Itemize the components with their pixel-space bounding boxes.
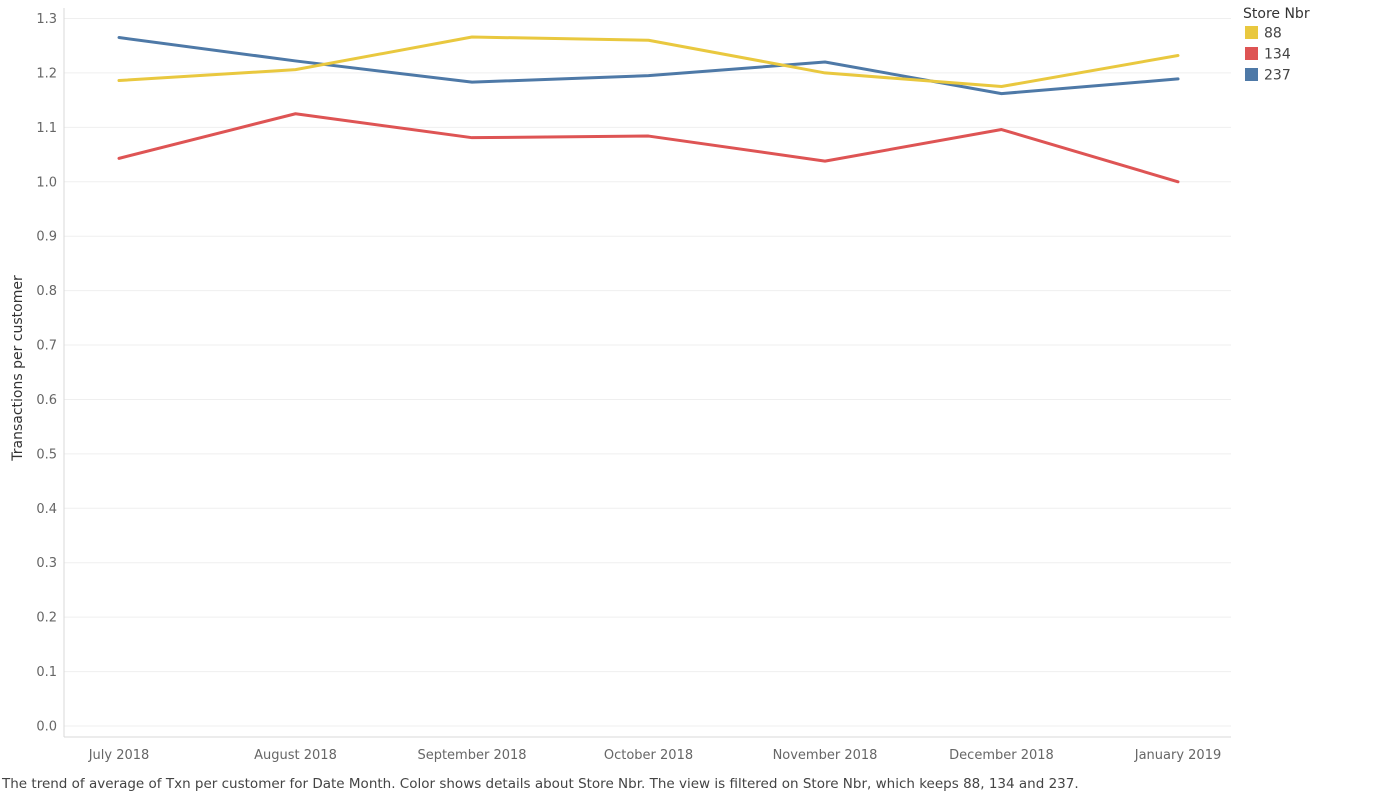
x-tick-label: October 2018 xyxy=(604,748,693,763)
legend-swatch-88 xyxy=(1245,26,1258,39)
legend-label-237: 237 xyxy=(1264,68,1291,84)
legend-title: Store Nbr xyxy=(1243,6,1310,22)
x-tick-label: July 2018 xyxy=(88,748,150,763)
chart-caption: The trend of average of Txn per customer… xyxy=(2,776,1079,792)
series-line-134 xyxy=(117,112,1180,184)
x-tick-label: November 2018 xyxy=(773,748,878,763)
gridlines xyxy=(64,18,1231,727)
y-axis-ticks: 0.0 0.1 0.2 0.3 0.4 0.5 0.6 0.7 0.8 0.9 1.0 1.1 1.2 1… xyxy=(36,12,57,735)
y-tick-label: 0.0 xyxy=(36,720,57,735)
legend-swatch-134 xyxy=(1245,47,1258,60)
y-tick-label: 0.4 xyxy=(36,502,57,517)
axes xyxy=(63,8,1231,738)
x-tick-label: August 2018 xyxy=(254,748,337,763)
y-tick-label: 0.5 xyxy=(36,447,57,462)
x-tick-label: December 2018 xyxy=(949,748,1054,763)
x-tick-label: September 2018 xyxy=(417,748,526,763)
y-axis-title: Transactions per customer xyxy=(10,275,26,462)
series-line-88 xyxy=(117,35,1180,89)
y-tick-label: 1.0 xyxy=(36,175,57,190)
legend-label-88: 88 xyxy=(1264,26,1282,42)
series-line-237 xyxy=(117,36,1180,96)
y-tick-label: 0.7 xyxy=(36,339,57,354)
y-tick-label: 0.3 xyxy=(36,556,57,571)
y-tick-label: 0.8 xyxy=(36,284,57,299)
y-tick-label: 0.6 xyxy=(36,393,57,408)
y-tick-label: 0.9 xyxy=(36,230,57,245)
y-tick-label: 0.1 xyxy=(36,665,57,680)
legend-swatch-237 xyxy=(1245,68,1258,81)
y-tick-label: 0.2 xyxy=(36,611,57,626)
y-tick-label: 1.3 xyxy=(36,12,57,27)
legend-label-134: 134 xyxy=(1264,47,1291,63)
x-axis-ticks: July 2018 August 2018 September 2018 Octobe… xyxy=(88,748,1222,763)
y-tick-label: 1.1 xyxy=(36,121,57,136)
y-tick-label: 1.2 xyxy=(36,66,57,81)
legend: Store Nbr 88 134 237 xyxy=(1243,6,1310,84)
x-tick-label: January 2019 xyxy=(1134,748,1222,763)
series-lines xyxy=(117,35,1180,184)
